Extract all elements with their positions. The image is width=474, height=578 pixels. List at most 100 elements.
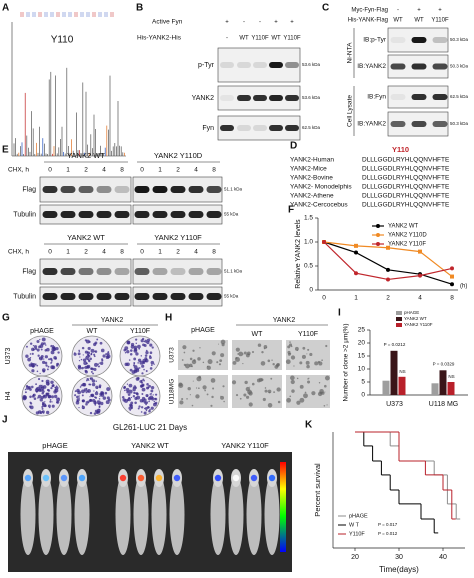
group-label: YANK2 WT bbox=[131, 441, 169, 450]
cell-cluster bbox=[290, 345, 293, 348]
colony bbox=[150, 393, 153, 395]
cell-cluster bbox=[192, 349, 195, 352]
column-label: WT bbox=[252, 331, 264, 338]
colony bbox=[143, 344, 147, 347]
colony bbox=[91, 379, 96, 383]
colony bbox=[89, 398, 93, 402]
colony bbox=[140, 355, 143, 357]
colony bbox=[32, 393, 36, 397]
colony bbox=[83, 367, 85, 369]
cell-cluster bbox=[202, 385, 207, 390]
colony bbox=[149, 351, 153, 355]
colony bbox=[81, 399, 85, 403]
lane-label: + bbox=[225, 20, 229, 26]
panel-letter: H bbox=[165, 313, 172, 324]
kda-label: 62.5 kDa bbox=[450, 94, 469, 99]
colony bbox=[51, 346, 54, 349]
colony bbox=[24, 391, 27, 394]
time-tick: 4 bbox=[194, 167, 198, 174]
legend-swatch bbox=[396, 317, 402, 321]
p-value: P = 0.0212 bbox=[384, 342, 406, 347]
lane-label: Y110F bbox=[431, 18, 449, 24]
group-label: YANK2 Y110D bbox=[154, 151, 203, 160]
cell-cluster bbox=[204, 389, 206, 392]
cell-cluster bbox=[317, 360, 321, 364]
sequence-box bbox=[26, 12, 30, 17]
colony bbox=[49, 406, 51, 409]
sequence-box bbox=[50, 12, 54, 17]
cell-cluster bbox=[261, 350, 264, 354]
colony bbox=[41, 406, 44, 408]
colony bbox=[151, 346, 154, 349]
colony bbox=[135, 392, 139, 395]
bar bbox=[398, 376, 406, 395]
lane-label: + bbox=[290, 20, 294, 26]
legend-label: YANK2 WT bbox=[388, 224, 419, 230]
blot-band bbox=[134, 211, 150, 218]
point bbox=[386, 267, 390, 272]
colony bbox=[51, 401, 53, 403]
legend-label: pHAGE bbox=[349, 513, 368, 519]
bar bbox=[447, 382, 455, 395]
blot-band bbox=[78, 293, 94, 300]
lane-label: Y110F bbox=[283, 36, 301, 42]
colony bbox=[38, 357, 41, 359]
colony bbox=[98, 362, 101, 364]
cell-cluster bbox=[243, 351, 247, 355]
cell-cluster bbox=[290, 355, 296, 360]
colony bbox=[137, 369, 139, 371]
cell-cluster bbox=[325, 344, 328, 348]
cell-cluster bbox=[222, 385, 225, 388]
colony bbox=[30, 402, 33, 405]
blot-band bbox=[220, 125, 234, 131]
colony bbox=[90, 377, 94, 381]
blot-band bbox=[152, 268, 168, 275]
colony bbox=[51, 384, 55, 388]
colony bbox=[29, 342, 33, 345]
cell-cluster bbox=[324, 391, 326, 393]
colony bbox=[54, 388, 56, 391]
y-axis-label: Percent survival bbox=[313, 463, 322, 517]
cell-cluster bbox=[324, 375, 330, 381]
colony bbox=[33, 345, 38, 349]
time-tick: 1 bbox=[66, 249, 70, 256]
colony bbox=[154, 393, 158, 396]
cell-cluster bbox=[197, 357, 201, 361]
cell-cluster bbox=[305, 360, 310, 365]
colony bbox=[128, 396, 131, 400]
sequence-box bbox=[56, 12, 60, 17]
colony bbox=[37, 394, 42, 399]
cell-cluster bbox=[178, 383, 184, 389]
cell-cluster bbox=[311, 391, 316, 396]
colony bbox=[77, 390, 82, 395]
blot-band bbox=[60, 211, 76, 218]
sequence: DLLLGGDLRYHLQQNVHFTE bbox=[362, 202, 450, 209]
blot-band bbox=[253, 125, 267, 131]
colony bbox=[50, 362, 52, 364]
blot-band bbox=[253, 95, 267, 101]
point bbox=[354, 243, 358, 248]
colony bbox=[152, 394, 154, 396]
time-tick: 2 bbox=[84, 167, 88, 174]
time-tick: 1 bbox=[158, 249, 162, 256]
colony bbox=[36, 348, 40, 352]
cell-cluster bbox=[248, 391, 253, 396]
colony bbox=[149, 356, 152, 360]
colony bbox=[77, 352, 81, 356]
color-scale bbox=[280, 462, 286, 552]
luminescence bbox=[232, 474, 240, 482]
colony bbox=[139, 398, 144, 403]
cell-cluster bbox=[274, 365, 279, 369]
cell-cluster bbox=[212, 387, 215, 390]
time-tick: 2 bbox=[84, 249, 88, 256]
kda-label: 62.5 kDa bbox=[302, 125, 321, 130]
y-tick-label: 25 bbox=[358, 327, 366, 334]
colony bbox=[150, 385, 155, 390]
cell-cluster bbox=[306, 353, 308, 355]
cell-cluster bbox=[296, 400, 301, 405]
colony bbox=[137, 362, 139, 364]
row-label: U373 bbox=[169, 347, 176, 363]
colony bbox=[42, 390, 45, 393]
colony bbox=[31, 352, 34, 355]
panel-letter: E bbox=[2, 145, 9, 156]
